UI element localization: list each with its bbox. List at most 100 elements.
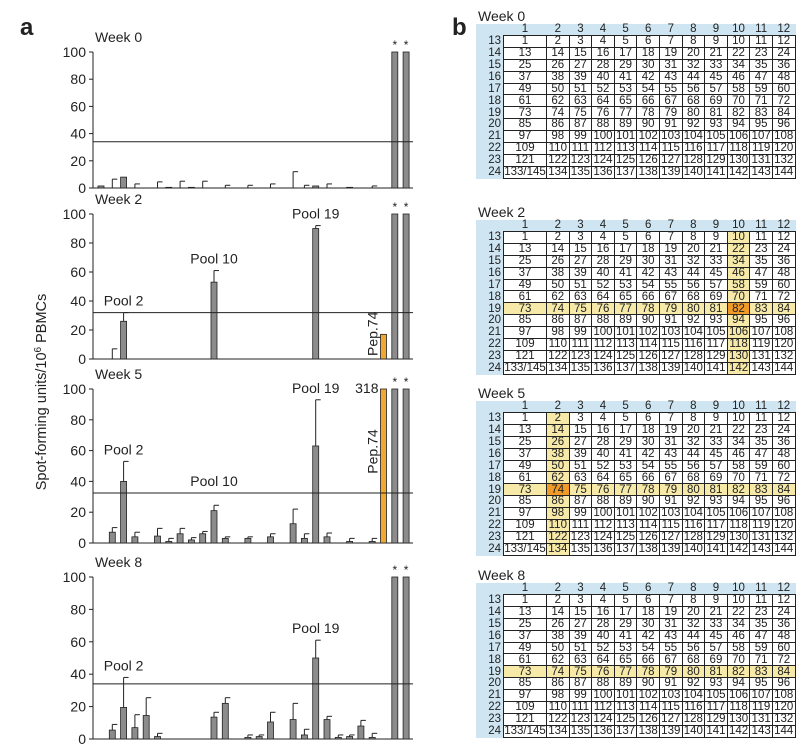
y-tick-label: 80 [70,71,86,87]
peptide-cell: 64 [591,290,615,304]
peptide-cell: 26 [546,254,570,268]
peptide-cell: 109 [503,519,547,532]
peptide-cell: 39 [568,447,593,461]
peptide-cell: 43 [658,266,683,280]
peptide-cell: 82 [726,302,751,316]
peptide-cell: 86 [546,314,570,328]
peptide-cell: 99 [568,689,593,703]
peptide-cell: 2 [546,412,570,425]
peptide-cell: 140 [681,724,706,738]
peptide-cell: 86 [546,118,570,132]
peptide-cell: 43 [658,70,683,84]
peptide-cell: 80 [681,483,706,497]
peptide-cell: 62 [546,290,570,304]
peptide-cell: 43 [658,629,683,643]
peptide-cell: 36 [771,617,796,631]
peptide-cell: 23 [749,605,773,619]
peptide-cell: 88 [591,118,615,132]
peptide-cell: 107 [749,689,773,703]
peptide-cell: 34 [726,435,751,449]
significance-asterisk: * [404,563,409,577]
peptide-cell: 120 [771,142,796,155]
peptide-cell: 52 [591,459,615,473]
grid-row: 17 49 50 51 52 53 54 55 56 57 58 59 60 [476,459,796,473]
peptide-cell: 140 [681,361,706,375]
peptide-cell: 32 [681,617,706,631]
bar [154,736,161,740]
peptide-cell: 40 [591,629,615,643]
peptide-cell: 80 [681,665,706,679]
peptide-cell: 10 [726,412,751,425]
grid-row: 20 85 86 87 88 89 90 91 92 93 94 95 96 [476,314,796,328]
peptide-cell: 93 [704,495,728,509]
peptide-cell: 85 [503,314,547,328]
peptide-cell: 53 [613,641,638,655]
peptide-cell: 105 [704,507,728,521]
peptide-cell: 127 [658,153,683,167]
row-label: 18 [476,472,504,484]
y-tick-label: 40 [70,666,86,682]
column-label: 12 [777,23,791,36]
column-label: 3 [577,219,584,232]
peptide-cell: 70 [726,290,751,304]
peptide-cell: 49 [503,641,547,655]
peptide-cell: 92 [681,677,706,691]
peptide-cell: 52 [591,82,615,96]
peptide-cell: 144 [771,165,796,179]
peptide-cell: 143 [749,165,773,179]
peptide-cell: 7 [658,231,683,244]
peptide-cell: 15 [568,46,593,60]
peptide-cell: 71 [749,471,773,485]
peptide-cell: 36 [771,58,796,72]
peptide-cell: 56 [681,459,706,473]
peptide-cell: 100 [591,130,615,144]
peptide-cell: 31 [658,617,683,631]
y-axis-label: Spot-forming units/106 PBMCs [33,294,50,491]
peptide-cell: 88 [591,677,615,691]
peptide-cell: 126 [636,153,660,167]
bar [312,228,320,360]
peptide-cell: 27 [568,617,593,631]
peptide-cell: 95 [749,314,773,328]
grid-row: 15 25 26 27 28 29 30 31 32 33 34 35 36 [476,254,796,268]
peptide-cell: 62 [546,471,570,485]
peptide-cell: 108 [771,507,796,521]
peptide-cell: 18 [636,423,660,437]
peptide-cell: 137 [613,724,638,738]
peptide-cell: 33 [704,254,728,268]
peptide-cell: 114 [636,519,660,532]
peptide-cell: 24 [771,46,796,60]
y-tick-label: 60 [70,443,86,459]
peptide-cell: 95 [749,677,773,691]
peptide-cell: 108 [771,326,796,340]
y-tick-label: 0 [78,731,86,745]
peptide-cell: 58 [726,459,751,473]
peptide-cell: 21 [704,605,728,619]
row-label: 23 [476,713,504,726]
peptide-cell: 130 [726,349,751,363]
peptide-cell: 127 [658,530,683,544]
peptide-cell: 79 [658,483,683,497]
peptide-cell: 14 [546,242,570,256]
peptide-cell: 28 [591,435,615,449]
y-tick-label: 80 [70,412,86,428]
peptide-cell: 12 [771,35,796,48]
bar [368,541,376,544]
peptide-cell: 39 [568,629,593,643]
peptide-cell: 90 [636,495,660,509]
grid-row: 23 121 122 123 124 125 126 127 128 129 130 131 132 [476,153,796,167]
peptide-cell: 97 [503,507,547,521]
peptide-cell: 16 [591,605,615,619]
column-label: 2 [554,23,561,36]
peptide-cell: 3 [568,231,593,244]
peptide-cell: 61 [503,290,547,304]
peptide-cell: 124 [591,349,615,363]
peptide-cell: 10 [726,594,751,607]
peptide-cell: 35 [749,617,773,631]
peptide-cell: 21 [704,242,728,256]
peptide-cell: 31 [658,435,683,449]
column-label: 10 [732,400,745,413]
peptide-cell: 43 [658,447,683,461]
grid-row: 16 37 38 39 40 41 42 43 44 45 46 47 48 [476,447,796,461]
peptide-cell: 93 [704,118,728,132]
